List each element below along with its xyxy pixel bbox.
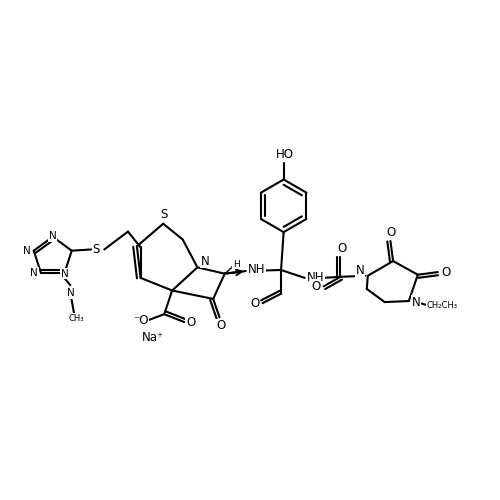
Text: O: O: [216, 319, 225, 332]
Text: Na⁺: Na⁺: [142, 332, 164, 344]
Text: CH₂CH₃: CH₂CH₃: [426, 300, 458, 310]
Text: NH: NH: [248, 263, 265, 276]
Text: O: O: [186, 316, 195, 328]
Text: S: S: [160, 208, 168, 222]
Text: N: N: [68, 288, 75, 298]
Text: N: N: [30, 268, 38, 278]
Text: O: O: [337, 242, 346, 255]
Text: N: N: [356, 264, 365, 277]
Text: O: O: [387, 226, 396, 239]
Text: HO: HO: [276, 148, 293, 161]
Text: N: N: [23, 246, 31, 256]
Text: CH₃: CH₃: [69, 314, 84, 322]
Text: O: O: [250, 296, 260, 310]
Text: S: S: [92, 243, 100, 256]
Text: H: H: [233, 260, 239, 268]
Text: ⁻O: ⁻O: [134, 314, 149, 327]
Text: NH: NH: [306, 272, 324, 284]
Text: N: N: [412, 296, 420, 308]
Text: O: O: [442, 266, 451, 278]
Text: N: N: [60, 268, 68, 278]
Text: O: O: [311, 280, 320, 293]
Text: N: N: [49, 232, 56, 241]
Text: N: N: [200, 254, 209, 268]
